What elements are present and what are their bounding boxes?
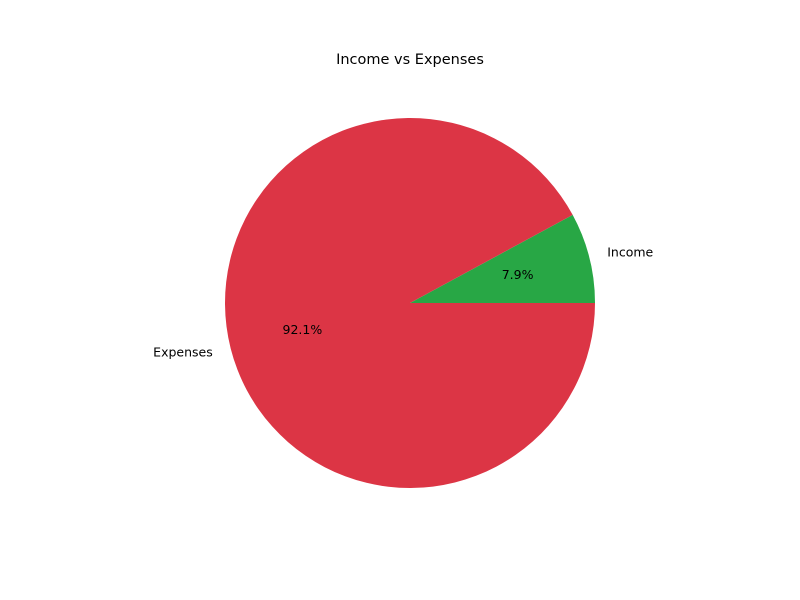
slice-label-income: Income <box>607 245 653 260</box>
pie-slice-expenses <box>225 117 595 488</box>
chart-title: Income vs Expenses <box>336 52 484 68</box>
slice-label-expenses: Expenses <box>153 344 213 359</box>
slice-percent-income: 7.9% <box>502 267 534 282</box>
pie-slice-income <box>410 214 595 303</box>
slice-percent-expenses: 92.1% <box>283 322 323 337</box>
pie-labels: Income 7.9% Expenses 92.1% <box>153 245 653 360</box>
pie-slices <box>225 117 595 488</box>
